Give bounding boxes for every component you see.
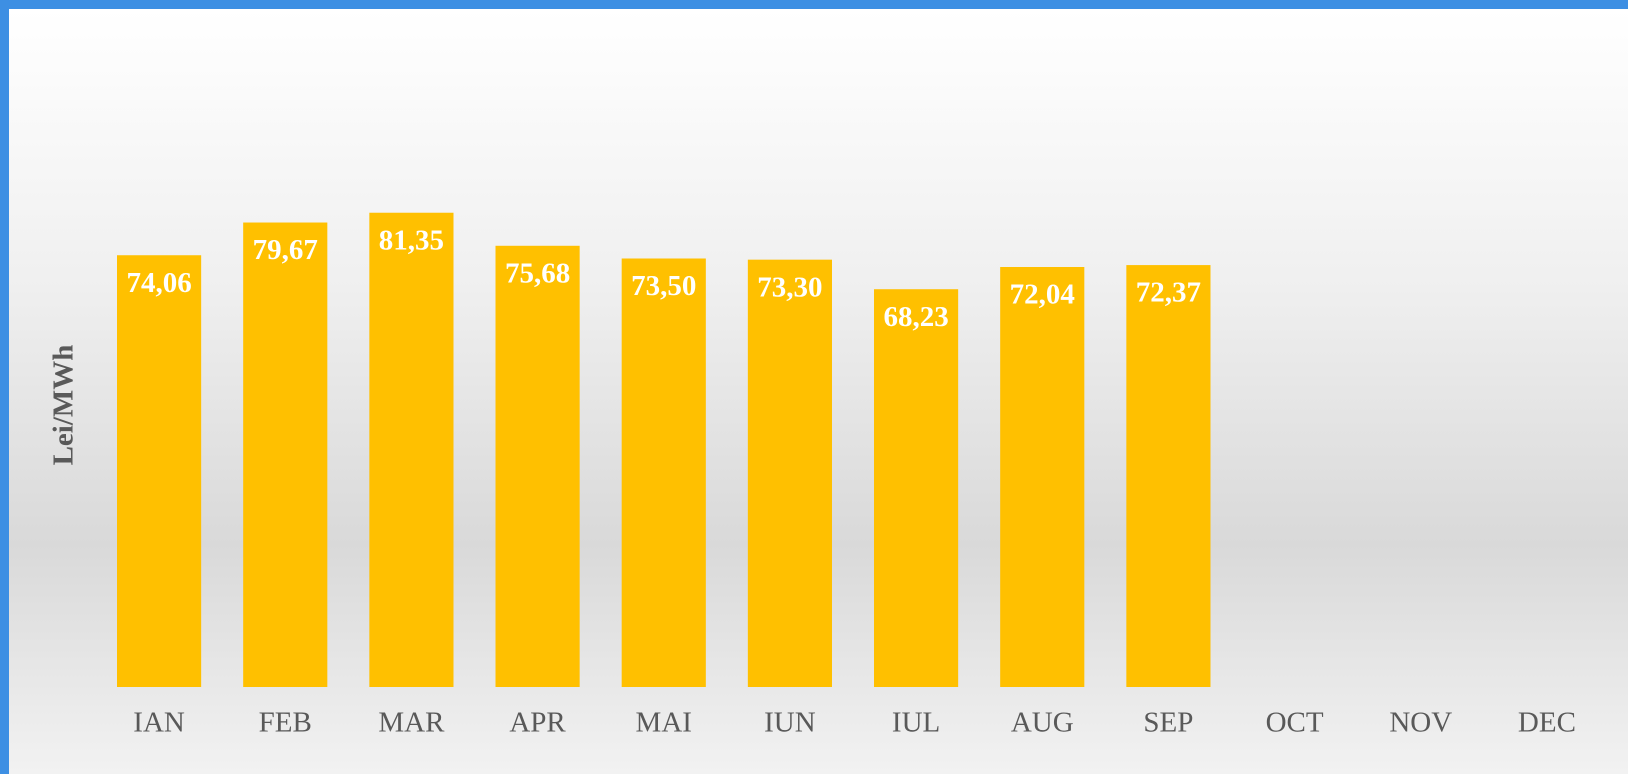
bar	[874, 289, 959, 687]
bar	[1126, 265, 1211, 687]
bar	[117, 255, 202, 687]
data-label: 79,67	[253, 234, 318, 266]
bar	[747, 259, 832, 687]
data-label: 73,50	[631, 270, 696, 302]
bar	[495, 245, 580, 688]
x-tick-label: SEP	[1143, 707, 1193, 739]
x-tick-label: APR	[509, 707, 566, 739]
bar	[243, 222, 328, 687]
data-label: 68,23	[883, 301, 948, 333]
x-tick-label: DEC	[1518, 707, 1576, 739]
data-label: 81,35	[379, 224, 444, 256]
x-tick-label: MAI	[636, 707, 692, 739]
data-label: 73,30	[757, 271, 822, 303]
x-tick-label: NOV	[1389, 707, 1452, 739]
x-tick-label: FEB	[259, 707, 312, 739]
y-axis-label: Lei/MWh	[48, 345, 80, 466]
x-tick-label: IUN	[764, 707, 816, 739]
bar	[369, 212, 454, 688]
data-label: 72,37	[1136, 277, 1201, 309]
x-tick-label: AUG	[1011, 707, 1074, 739]
data-label: 74,06	[126, 267, 191, 299]
x-tick-label: OCT	[1266, 707, 1324, 739]
bar	[1000, 267, 1085, 687]
data-label: 75,68	[505, 257, 570, 289]
x-tick-label: IUL	[892, 707, 940, 739]
bar	[621, 258, 706, 687]
x-tick-label: IAN	[133, 707, 185, 739]
x-tick-label: MAR	[378, 707, 445, 739]
data-label: 72,04	[1010, 279, 1075, 311]
